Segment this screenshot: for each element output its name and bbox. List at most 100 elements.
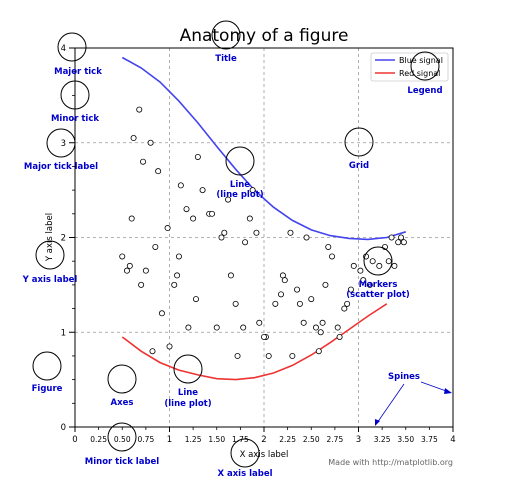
callout-circle-axes [107, 364, 137, 394]
scatter-point [303, 234, 310, 241]
scatter-point [147, 139, 154, 146]
scatter-point [218, 234, 225, 241]
scatter-point [234, 352, 241, 359]
scatter-point [128, 215, 135, 222]
callout-circle-major-tick-label [46, 128, 76, 158]
scatter-point [164, 225, 171, 232]
x-minor-tick-label: 3.75 [421, 435, 438, 444]
scatter-point [138, 281, 145, 288]
scatter-point [400, 239, 407, 246]
scatter-point [209, 210, 216, 217]
scatter-point [312, 324, 319, 331]
scatter-point [256, 319, 263, 326]
x-minor-tick-label: 2.50 [303, 435, 320, 444]
label-spines: Spines [388, 372, 420, 382]
callout-circle-minor-tick-label [107, 422, 137, 452]
scatter-point [385, 258, 392, 265]
annotation-circles [32, 20, 440, 468]
x-major-tick-label: 1 [167, 435, 172, 445]
series-layer [119, 56, 407, 381]
scatter-point [325, 243, 332, 250]
scatter-point [123, 267, 130, 274]
scatter-point [183, 206, 190, 213]
callout-circle-markers [363, 246, 393, 276]
scatter-point [240, 324, 247, 331]
scatter-point [136, 106, 143, 113]
scatter-point [336, 333, 343, 340]
label-markers-1: Markers [359, 280, 398, 290]
scatter-point [253, 229, 260, 236]
x-major-tick-label: 4 [450, 435, 455, 445]
chart-title: Anatomy of a figure [180, 26, 349, 46]
scatter-point [347, 286, 354, 293]
scatter-point [281, 277, 288, 284]
scatter-point [265, 352, 272, 359]
x-major-tick-label: 3 [356, 435, 361, 445]
scatter-point [174, 272, 181, 279]
scatter-point [225, 196, 232, 203]
scatter-point [171, 281, 178, 288]
scatter-point [317, 329, 324, 336]
label-grid: Grid [349, 161, 369, 171]
scatter-point [126, 262, 133, 269]
scatter-point [350, 262, 357, 269]
scatter-point [246, 215, 253, 222]
x-axis-label: X axis label [240, 450, 289, 460]
scatter-point [260, 333, 267, 340]
scatter-point [199, 187, 206, 194]
scatter-point [360, 277, 367, 284]
series-line-0 [121, 56, 407, 241]
legend-label-blue: Blue signal [399, 56, 443, 65]
footer-credit: Made with http://matplotlib.org [328, 458, 453, 467]
scatter-point [357, 267, 364, 274]
label-line-red-1: Line [178, 388, 198, 398]
ticks: 0 1 2 3 40.25 0.50 0.75 1.25 1.50 1.75 2.25 2.50 2.7… [61, 44, 456, 445]
scatter-point [278, 291, 285, 298]
scatter-point [152, 243, 159, 250]
callout-circle-title [211, 20, 241, 50]
callout-circle-grid [344, 127, 374, 157]
label-line-blue-1: Line [230, 180, 250, 190]
scatter-point [140, 158, 147, 165]
x-minor-tick-label: 3.25 [374, 435, 391, 444]
scatter-point [334, 324, 341, 331]
arrow-line-bottom [376, 383, 405, 424]
callout-circle-x-axis-label [230, 438, 260, 468]
x-minor-tick-label: 2.75 [327, 435, 344, 444]
y-major-tick-label: 1 [61, 328, 66, 338]
label-line-red-2: (line plot) [164, 399, 211, 409]
label-y-axis-label: Y axis label [22, 275, 78, 285]
scatter-point [294, 286, 301, 293]
label-major-tick-label: Major tick label [24, 162, 98, 172]
scatter-point [194, 153, 201, 160]
legend: Blue signal Red signal [370, 52, 449, 82]
scatter-point [287, 229, 294, 236]
arrowhead-bottom [375, 419, 380, 426]
scatter-point [158, 310, 165, 317]
scatter-point [177, 182, 184, 189]
x-minor-tick-label: 2.25 [279, 435, 296, 444]
y-major-tick-label: 2 [61, 234, 66, 244]
scatter-point [221, 229, 228, 236]
scatter-point [227, 272, 234, 279]
x-minor-tick-label: 0.75 [138, 435, 155, 444]
y-major-tick-label: 4 [61, 44, 66, 54]
scatter-point [341, 305, 348, 312]
arrow-line-right [420, 381, 450, 393]
scatter-point [319, 319, 326, 326]
label-x-axis-label: X axis label [217, 469, 272, 479]
y-axis-label: Y axis label [45, 213, 55, 262]
scatter-point [398, 234, 405, 241]
x-minor-tick-label: 0.25 [90, 435, 107, 444]
label-axes: Axes [111, 398, 134, 408]
series-line-1 [121, 303, 388, 381]
label-minor-tick: Minor tick [51, 114, 99, 124]
label-markers-2: (scatter plot) [346, 290, 410, 300]
scatter-point [344, 300, 351, 307]
scatter-point [142, 267, 149, 274]
scatter-point [242, 239, 249, 246]
scatter-point [190, 215, 197, 222]
callout-circle-minor-tick [60, 80, 90, 110]
